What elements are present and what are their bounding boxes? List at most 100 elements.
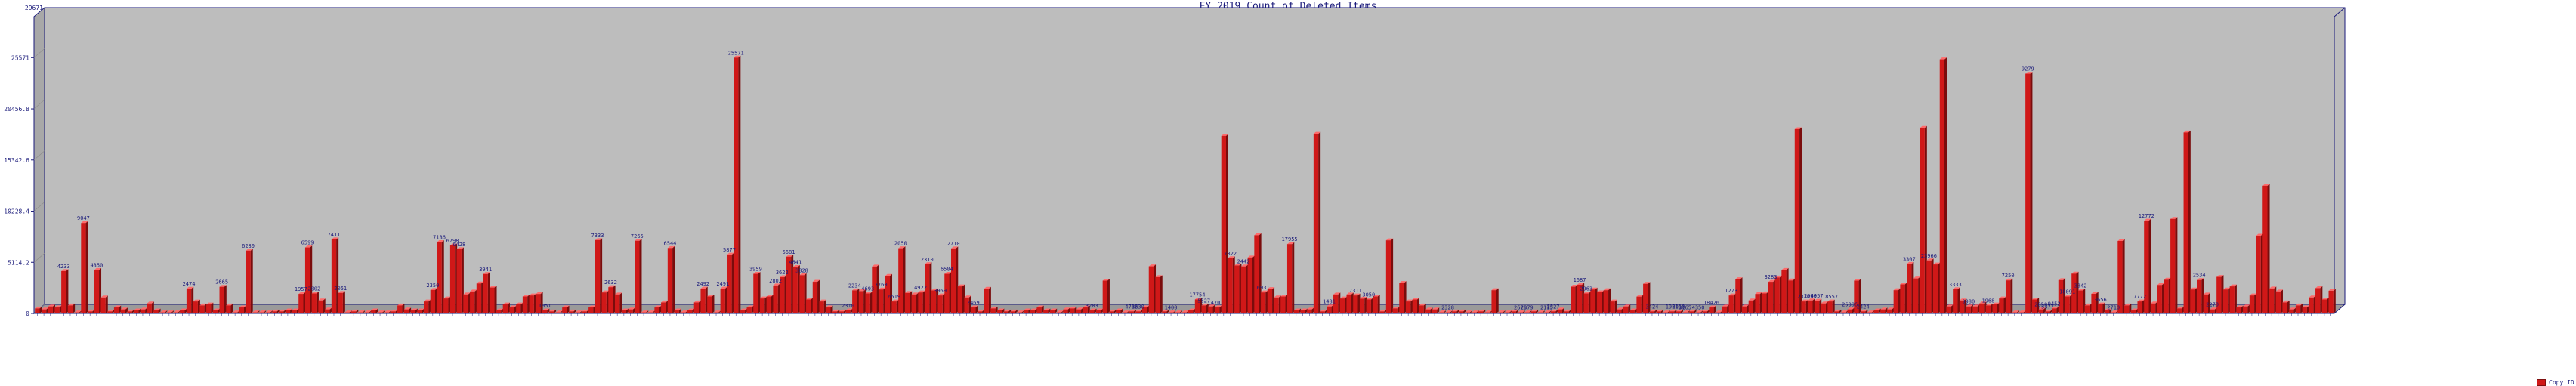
- bar-top: [1774, 275, 1782, 278]
- bar-top: [232, 310, 240, 313]
- bar-top: [1181, 310, 1189, 313]
- bar-side: [131, 309, 134, 313]
- bar-front: [100, 297, 106, 313]
- bar-front: [1893, 290, 1898, 313]
- bar: [331, 237, 339, 313]
- bar: [2236, 305, 2244, 313]
- bar-front: [1399, 283, 1404, 313]
- bar-top: [1148, 264, 1157, 267]
- bar-front: [1247, 257, 1252, 313]
- bar: [713, 310, 721, 313]
- bar-top: [1959, 298, 1967, 301]
- bar: [746, 305, 754, 313]
- bar-side: [1648, 282, 1651, 313]
- bar: [153, 308, 161, 313]
- bar-top: [2130, 308, 2139, 311]
- bar-side: [395, 309, 398, 313]
- bar-top: [819, 299, 826, 302]
- bar-side: [2254, 293, 2257, 313]
- bar-top: [364, 310, 372, 313]
- bar: [212, 308, 221, 313]
- bar-front: [1597, 292, 1602, 313]
- bar-front: [2164, 279, 2169, 313]
- data-label: 2327: [1547, 304, 1560, 310]
- bar-top: [1175, 310, 1182, 313]
- bar-front: [292, 310, 297, 313]
- bar-top: [2196, 278, 2204, 280]
- bar-front: [2289, 309, 2294, 313]
- bar: [1530, 309, 1539, 313]
- bar-top: [2005, 278, 2013, 281]
- bar: [298, 292, 306, 313]
- bar-side: [363, 310, 366, 313]
- bar-top: [2111, 310, 2118, 313]
- data-label: 6280: [242, 243, 255, 249]
- bar-top: [1155, 275, 1163, 277]
- bar: [759, 296, 768, 313]
- bar: [615, 292, 622, 313]
- bar-top: [635, 239, 642, 241]
- bar: [166, 310, 175, 313]
- bar-front: [891, 301, 897, 313]
- bar-top: [792, 265, 800, 267]
- bar-side: [2188, 130, 2191, 313]
- bar-top: [496, 308, 504, 311]
- data-label: 7333: [591, 233, 604, 239]
- bar-side: [1391, 238, 1394, 313]
- bar-side: [2148, 218, 2151, 313]
- bar-top: [1267, 287, 1275, 289]
- bar-front: [1432, 309, 1438, 313]
- bar-top: [2157, 283, 2164, 286]
- bar-top: [872, 264, 879, 267]
- bar-side: [890, 273, 893, 313]
- bar-front: [925, 264, 930, 313]
- bar-side: [698, 300, 701, 313]
- bar-front: [1478, 311, 1484, 313]
- bar-front: [1801, 301, 1806, 313]
- bar-top: [1794, 127, 1802, 129]
- data-label: 2850: [2034, 302, 2047, 308]
- bar: [780, 275, 787, 313]
- bar-top: [1834, 309, 1842, 312]
- bar-top: [1116, 308, 1123, 311]
- bar-front: [832, 311, 838, 313]
- bar-front: [1214, 307, 1220, 313]
- bar-front: [635, 240, 640, 313]
- data-label: 6544: [664, 240, 677, 246]
- bar-side: [2010, 278, 2013, 313]
- bar-side: [540, 292, 543, 313]
- bar: [496, 308, 504, 313]
- bar-top: [2216, 275, 2224, 277]
- bar-top: [1873, 308, 1881, 311]
- bar-side: [1931, 258, 1934, 313]
- bar-top: [1023, 308, 1031, 311]
- bar-top: [1168, 310, 1176, 313]
- bar-side: [151, 301, 154, 313]
- bar-top: [2012, 310, 2019, 313]
- bar-side: [369, 310, 372, 313]
- bar: [1649, 309, 1657, 313]
- bar-top: [377, 310, 385, 313]
- bar-side: [1345, 296, 1348, 313]
- bar: [516, 302, 524, 313]
- bar-side: [2096, 292, 2099, 313]
- bar-front: [687, 310, 693, 313]
- bar-top: [1406, 299, 1413, 302]
- bar-front: [2190, 289, 2195, 313]
- bar-top: [1544, 310, 1552, 313]
- bar-top: [1083, 305, 1090, 308]
- bar: [1484, 310, 1492, 313]
- bar-side: [2083, 289, 2086, 313]
- bar: [199, 303, 207, 313]
- bar-side: [646, 310, 649, 313]
- bar-front: [2130, 310, 2136, 313]
- bar-side: [692, 308, 695, 313]
- bar-side: [731, 252, 734, 313]
- bar: [687, 308, 695, 313]
- bar-side: [1575, 285, 1578, 313]
- bar-side: [448, 296, 451, 313]
- bar: [140, 307, 148, 313]
- bar-top: [734, 55, 741, 58]
- bar-front: [219, 286, 224, 313]
- bar-top: [1669, 309, 1677, 312]
